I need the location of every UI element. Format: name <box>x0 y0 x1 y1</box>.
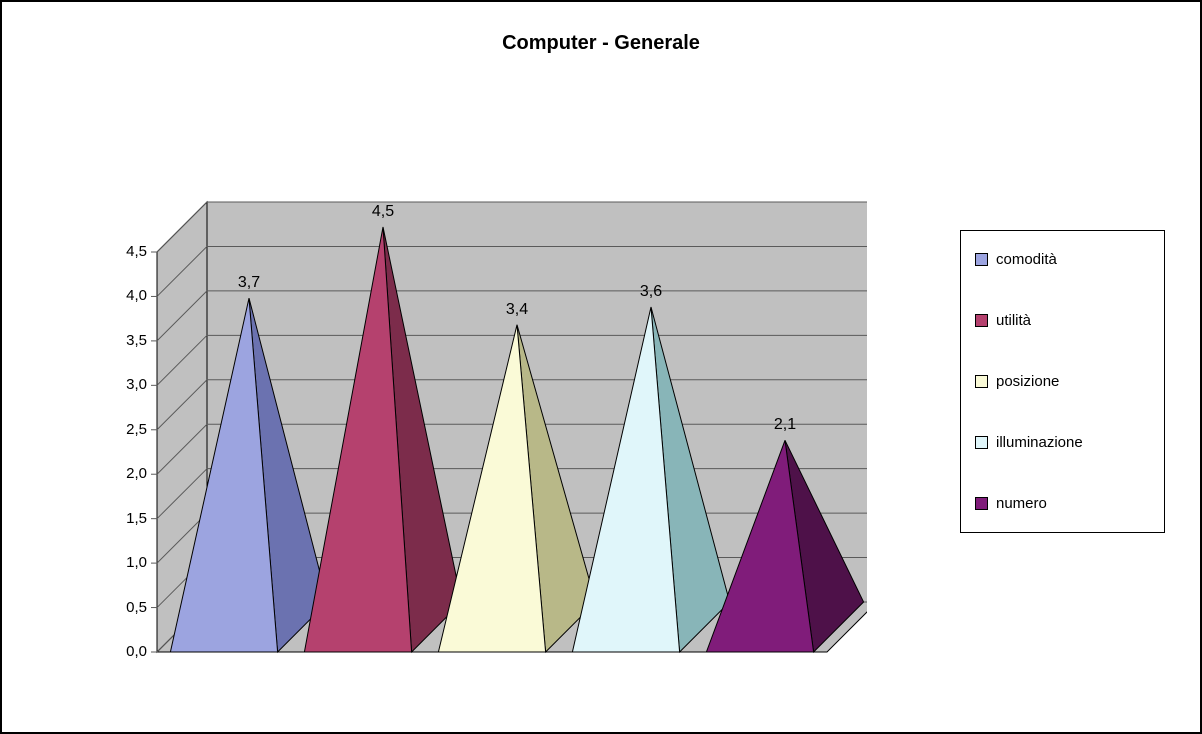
data-label: 3,7 <box>229 274 269 292</box>
y-tick-label: 0,0 <box>107 643 147 660</box>
legend-label: illuminazione <box>996 434 1083 451</box>
legend-label: comodità <box>996 251 1057 268</box>
plot-area: 0,00,51,01,52,02,53,03,54,04,5 3,74,53,4… <box>127 162 867 662</box>
y-tick-label: 1,5 <box>107 510 147 527</box>
legend-swatch <box>975 436 988 449</box>
y-tick-label: 2,5 <box>107 421 147 438</box>
legend-swatch <box>975 253 988 266</box>
data-label: 2,1 <box>765 416 805 434</box>
legend-swatch <box>975 375 988 388</box>
legend-label: utilità <box>996 312 1031 329</box>
legend-item: numero <box>975 495 1150 512</box>
legend-label: numero <box>996 495 1047 512</box>
y-tick-label: 0,5 <box>107 599 147 616</box>
legend-item: illuminazione <box>975 434 1150 451</box>
y-tick-label: 4,5 <box>107 243 147 260</box>
data-label: 4,5 <box>363 203 403 221</box>
y-tick-label: 2,0 <box>107 465 147 482</box>
legend-item: utilità <box>975 312 1150 329</box>
data-label: 3,4 <box>497 301 537 319</box>
legend-swatch <box>975 314 988 327</box>
chart-container: Computer - Generale 0,0 0,5 1,0 1,5 2,0 2,5 3,… <box>0 0 1202 734</box>
chart-title: Computer - Generale <box>502 32 700 55</box>
legend-label: posizione <box>996 373 1059 390</box>
y-tick-label: 3,0 <box>107 376 147 393</box>
legend-item: comodità <box>975 251 1150 268</box>
legend: comodità utilità posizione illuminazione num… <box>960 230 1165 533</box>
legend-swatch <box>975 497 988 510</box>
y-tick-label: 4,0 <box>107 287 147 304</box>
y-tick-label: 1,0 <box>107 554 147 571</box>
y-tick-label: 3,5 <box>107 332 147 349</box>
chart-svg <box>127 162 867 682</box>
legend-item: posizione <box>975 373 1150 390</box>
data-label: 3,6 <box>631 283 671 301</box>
